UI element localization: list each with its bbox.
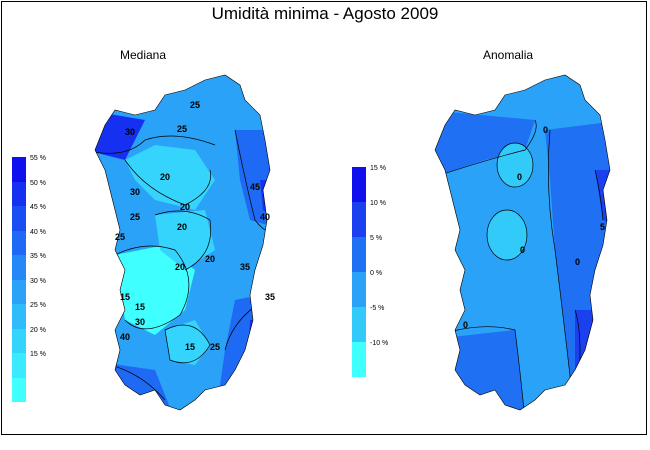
median-contour-label: 25 xyxy=(130,212,140,222)
median-se-high-region xyxy=(245,320,270,410)
anomaly-center-low-region xyxy=(487,210,527,260)
median-contour-label: 20 xyxy=(180,202,190,212)
anomaly-north-low-region xyxy=(497,143,533,187)
anomaly-contour-label: 0 xyxy=(575,257,580,267)
median-legend-swatch xyxy=(12,377,26,402)
anomaly-contour-label: 0 xyxy=(520,245,525,255)
median-legend-swatch xyxy=(12,328,26,353)
median-legend-label: 25 % xyxy=(30,302,46,309)
median-contour-label: 30 xyxy=(130,187,140,197)
median-legend-swatch xyxy=(12,181,26,206)
median-contour-label: 40 xyxy=(260,212,270,222)
anomaly-legend-label: 5 % xyxy=(370,235,383,242)
median-legend-swatch xyxy=(12,353,26,378)
anomaly-legend-label: -5 % xyxy=(370,305,385,312)
anomaly-legend-swatch xyxy=(352,167,366,202)
anomaly-legend-swatch xyxy=(352,272,366,307)
median-contour-label: 25 xyxy=(190,100,200,110)
median-legend-label: 50 % xyxy=(30,179,46,187)
anomaly-se-high-region xyxy=(575,310,610,410)
median-contour-label: 15 xyxy=(135,302,145,312)
median-legend-swatch xyxy=(12,304,26,329)
median-contour-label: 30 xyxy=(125,127,135,137)
right-color-legend: 15 % 10 % 5 % 0 % -5 % -10 % xyxy=(352,165,388,377)
median-legend-label: 20 % xyxy=(30,326,46,334)
left-subtitle: Mediana xyxy=(120,48,167,62)
median-legend-swatch xyxy=(12,255,26,280)
median-contour-label: 25 xyxy=(210,342,220,352)
anomaly-contour-label: 0 xyxy=(517,172,522,182)
median-legend-label: 55 % xyxy=(30,155,46,162)
median-contour-label: 25 xyxy=(177,124,187,134)
anomaly-contour-label: 0 xyxy=(543,125,548,135)
median-legend-swatch xyxy=(12,157,26,182)
median-contour-label: 45 xyxy=(250,182,260,192)
median-legend-swatch xyxy=(12,206,26,231)
median-legend-label: 15 % xyxy=(30,351,46,358)
median-map: 25 30 20 25 25 30 20 20 45 40 35 25 20 15 20 15 30 25 15 35… xyxy=(94,74,275,411)
anomaly-legend-label: 0 % xyxy=(370,270,383,277)
median-contour-label: 20 xyxy=(177,222,187,232)
anomaly-map: 0 0 5 0 0 0 xyxy=(434,74,611,411)
median-center-low-region xyxy=(155,210,215,270)
median-contour-label: 35 xyxy=(240,262,250,272)
median-contours xyxy=(95,129,270,401)
anomaly-legend-label: 10 % xyxy=(370,200,386,207)
anomaly-contours xyxy=(435,119,604,410)
median-contour-label: 20 xyxy=(175,262,185,272)
anomaly-contour-label: 0 xyxy=(463,320,468,330)
anomaly-legend-swatch xyxy=(352,307,366,342)
anomaly-nw-region xyxy=(435,110,535,180)
median-contour-label: 15 xyxy=(120,292,130,302)
left-color-legend: 55 % 50 % 45 % 40 % 35 % 30 % 25 % 20 % 15 % xyxy=(12,155,46,402)
median-contour-label: 40 xyxy=(120,332,130,342)
anomaly-legend-label: -10 % xyxy=(370,340,389,347)
median-north-low-region xyxy=(125,145,215,210)
median-legend-label: 45 % xyxy=(30,204,46,211)
median-contour-label: 15 xyxy=(185,342,195,352)
median-contour-label: 20 xyxy=(160,172,170,182)
median-contour-label: 20 xyxy=(205,254,215,264)
median-contour-labels: 25 30 20 25 25 30 20 20 45 40 35 25 20 15 20 15 30 25 15 35… xyxy=(115,100,275,352)
median-contour-label: 35 xyxy=(265,292,275,302)
median-west-lowest-region xyxy=(115,245,195,335)
anomaly-contour-label: 5 xyxy=(600,222,605,232)
anomaly-legend-swatch xyxy=(352,202,366,237)
anomaly-legend-swatch xyxy=(352,342,366,377)
figure-title: Umidità minima - Agosto 2009 xyxy=(211,4,439,23)
median-legend-label: 35 % xyxy=(30,253,46,260)
anomaly-contour-labels: 0 0 5 0 0 0 xyxy=(463,125,605,330)
anomaly-legend-swatch xyxy=(352,237,366,272)
median-south-low-region xyxy=(165,320,210,365)
figure-frame xyxy=(1,1,647,435)
median-legend-label: 40 % xyxy=(30,228,46,236)
anomaly-legend-label: 15 % xyxy=(370,165,386,172)
median-contour-label: 25 xyxy=(115,232,125,242)
median-contour-label: 30 xyxy=(135,317,145,327)
right-subtitle: Anomalia xyxy=(483,48,534,62)
median-legend-swatch xyxy=(12,279,26,304)
median-legend-swatch xyxy=(12,230,26,255)
median-legend-label: 30 % xyxy=(30,277,46,285)
